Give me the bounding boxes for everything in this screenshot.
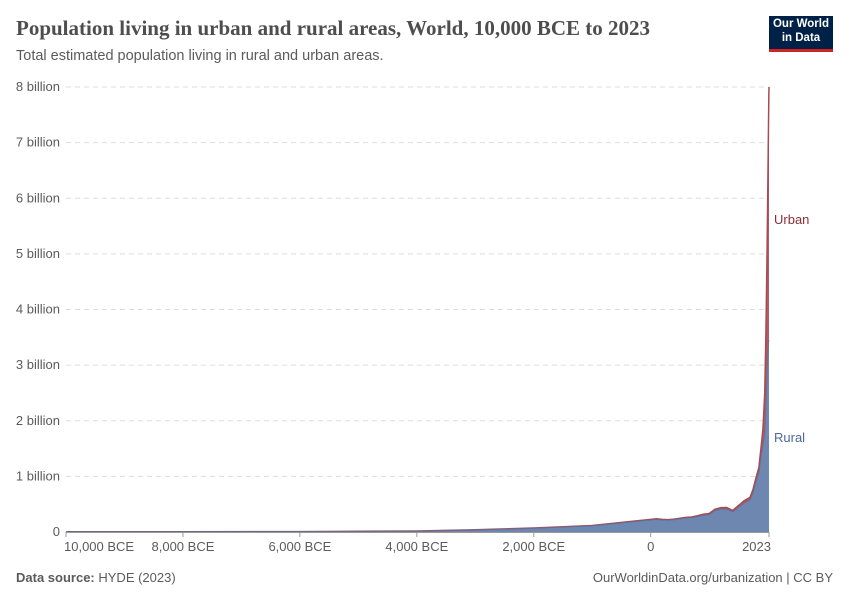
y-tick-label: 0 (53, 524, 60, 539)
urban-label: Urban (774, 212, 809, 227)
y-tick-label: 2 billion (16, 413, 60, 428)
chart-subtitle: Total estimated population living in rur… (16, 48, 384, 64)
rural-line (65, 340, 770, 533)
chart-title: Population living in urban and rural are… (16, 16, 650, 40)
source-label: Data source: (16, 570, 95, 585)
x-tick-label: 10,000 BCE (64, 539, 134, 554)
x-tick-label: 2023 (742, 539, 771, 554)
y-tick-label: 8 billion (16, 79, 60, 94)
y-tick-label: 6 billion (16, 190, 60, 205)
x-tick-label: 8,000 BCE (152, 539, 215, 554)
data-source: Data source: HYDE (2023) (16, 570, 176, 585)
x-tick-label: 0 (647, 539, 654, 554)
x-tick-label: 4,000 BCE (385, 539, 448, 554)
rural-area[interactable] (66, 340, 769, 532)
x-tick-label: 6,000 BCE (268, 539, 331, 554)
areas (65, 86, 770, 533)
logo-line1: Our World (772, 18, 829, 30)
x-tick-label: 2,000 BCE (502, 539, 565, 554)
y-tick-label: 4 billion (16, 302, 60, 317)
x-axis: 10,000 BCE 8,000 BCE 6,000 BCE 4,000 BCE 2,0… (64, 532, 771, 554)
logo-line2: in Data (781, 32, 821, 44)
series-labels: Urban Rural (774, 212, 809, 445)
y-tick-label: 3 billion (16, 357, 60, 372)
y-tick-label: 1 billion (16, 468, 60, 483)
y-tick-label: 5 billion (16, 246, 60, 261)
gridlines: 0 1 billion 2 billion 3 billion 4 billion 5 b… (16, 79, 769, 539)
y-tick-label: 7 billion (16, 135, 60, 150)
source-value[interactable]: HYDE (2023) (98, 570, 176, 585)
footer-url[interactable]: OurWorldinData.org/urbanization | CC BY (592, 570, 833, 585)
rural-label: Rural (774, 430, 805, 445)
owid-logo[interactable]: Our World in Data (769, 16, 833, 52)
